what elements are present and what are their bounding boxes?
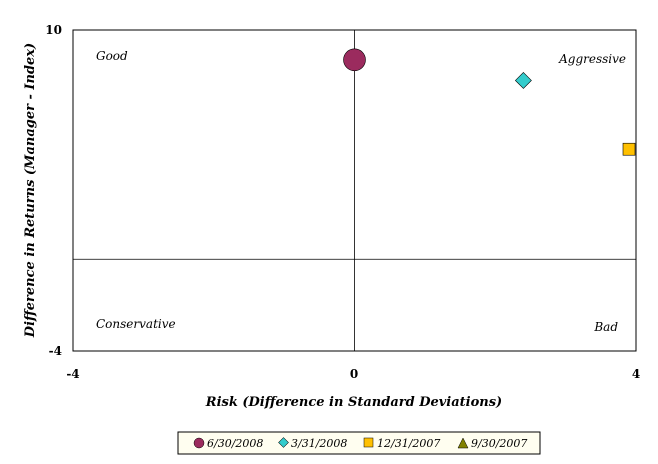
x-tick-max: 4 (632, 367, 640, 381)
legend: 6/30/2008 3/31/2008 12/31/2007 9/30/2007 (177, 431, 541, 455)
legend-label: 6/30/2008 (207, 437, 263, 450)
data-points (343, 48, 636, 156)
quadrant-label-bad: Bad (593, 320, 618, 334)
quadrant-label-aggressive: Aggressive (558, 52, 626, 66)
y-tick-min: -4 (49, 344, 62, 358)
legend-label: 3/31/2008 (291, 437, 347, 450)
quadrant-label-good: Good (96, 49, 128, 63)
y-axis-title: Difference in Returns (Manager - Index) (23, 43, 38, 338)
legend-marker-square (363, 437, 374, 448)
x-tick-zero: 0 (350, 367, 358, 381)
legend-marker-circle (193, 437, 205, 449)
data-point-square (622, 142, 636, 156)
legend-label: 12/31/2007 (377, 437, 440, 450)
x-axis-title: Risk (Difference in Standard Deviations) (205, 395, 502, 410)
legend-box (177, 431, 541, 455)
data-point-circle (343, 48, 366, 72)
data-point-diamond (514, 72, 532, 89)
y-tick-max: 10 (45, 23, 62, 37)
quadrant-label-conservative: Conservative (96, 317, 176, 331)
x-tick-min: -4 (66, 367, 79, 381)
legend-marker-diamond (278, 437, 289, 448)
legend-label: 9/30/2007 (471, 437, 527, 450)
legend-marker-triangle (457, 437, 469, 449)
